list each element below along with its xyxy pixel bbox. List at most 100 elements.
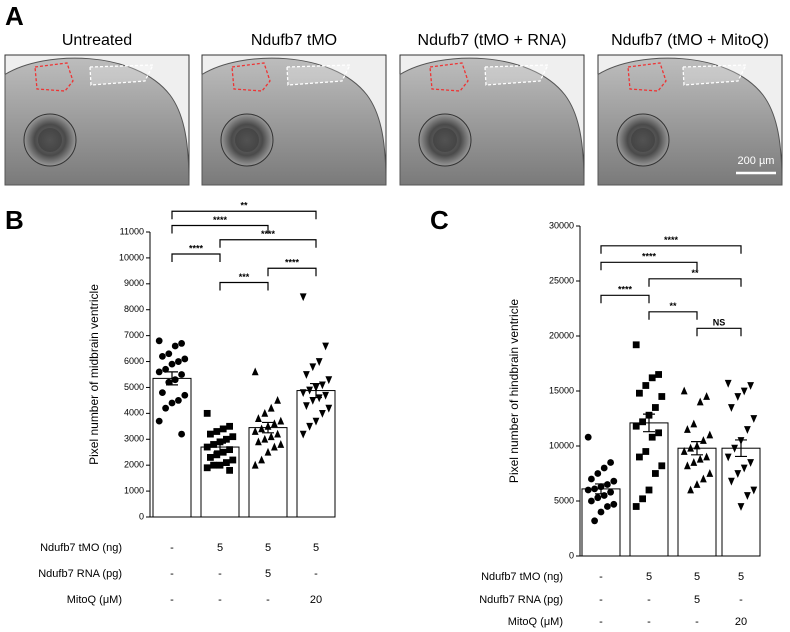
data-point <box>226 422 233 430</box>
data-point <box>693 480 701 488</box>
data-point <box>322 342 329 351</box>
data-point <box>171 342 179 350</box>
data-point <box>696 397 704 406</box>
data-point <box>639 495 646 503</box>
y-tick-label: 30000 <box>549 220 574 230</box>
data-point <box>696 454 704 463</box>
y-tick-label: 1000 <box>124 485 144 495</box>
embryo-image: Ndufb7 tMO <box>201 32 387 186</box>
midbrain-outline <box>34 62 74 92</box>
data-point <box>322 391 329 400</box>
data-point <box>584 486 592 494</box>
midbrain-outline <box>627 62 667 92</box>
data-point <box>588 475 595 483</box>
data-point <box>219 425 227 433</box>
sig-label: **** <box>189 243 204 253</box>
sig-bracket <box>267 267 317 277</box>
data-point <box>226 446 233 454</box>
data-point <box>597 483 605 491</box>
data-point <box>744 492 751 500</box>
data-point <box>162 404 170 412</box>
lens <box>38 128 62 152</box>
data-point <box>207 454 214 461</box>
data-point <box>645 411 653 419</box>
data-point <box>591 517 598 525</box>
y-tick-label: 10000 <box>549 440 574 450</box>
data-point <box>600 492 608 499</box>
condition-value: 5 <box>694 594 700 606</box>
condition-value: - <box>647 594 651 606</box>
data-point <box>261 434 269 443</box>
hindbrain-outline <box>89 64 155 86</box>
data-point <box>648 374 656 382</box>
data-point <box>312 417 320 426</box>
data-point <box>261 408 269 417</box>
data-point <box>747 382 754 390</box>
data-point <box>312 384 320 392</box>
data-point <box>687 485 694 494</box>
data-point <box>325 404 333 413</box>
y-tick-label: 4000 <box>124 408 144 418</box>
data-point <box>175 358 182 365</box>
panel-label: B <box>5 205 24 235</box>
y-tick-label: 0 <box>569 550 574 560</box>
data-point <box>165 350 173 358</box>
data-point <box>610 477 618 485</box>
data-point <box>655 429 662 437</box>
data-point <box>210 441 217 448</box>
sig-label: **** <box>285 258 300 268</box>
condition-value: 5 <box>265 542 271 554</box>
data-point <box>213 428 221 435</box>
lens <box>235 128 259 152</box>
data-point <box>588 497 595 505</box>
data-point <box>223 459 230 466</box>
data-point <box>740 464 748 473</box>
data-point <box>600 464 608 472</box>
condition-value: - <box>647 616 651 628</box>
lens <box>631 128 655 152</box>
data-point <box>597 508 605 516</box>
y-tick-label: 2000 <box>124 460 144 470</box>
sig-label: **** <box>213 215 228 225</box>
condition-value: - <box>170 568 174 580</box>
condition-value: 5 <box>265 568 271 580</box>
data-point <box>306 386 313 395</box>
data-point <box>728 404 735 412</box>
chart: C 0 5000 10000 15000 20000 25000 30000 Pixel num… <box>430 205 761 628</box>
image-title: Untreated <box>62 32 132 49</box>
embryo-image: Ndufb7 (tMO + MitoQ) 200 µm <box>597 32 783 186</box>
data-point <box>271 442 278 451</box>
data-point <box>632 503 640 510</box>
data-point <box>648 433 656 441</box>
condition-value: - <box>695 616 699 628</box>
data-point <box>155 337 163 345</box>
data-point <box>159 352 166 360</box>
data-point <box>744 426 751 434</box>
sig-bracket <box>600 294 650 304</box>
data-point <box>728 477 735 486</box>
sig-bracket <box>219 239 317 248</box>
data-point <box>737 503 745 511</box>
condition-value: 20 <box>735 616 747 628</box>
data-point <box>632 341 640 349</box>
data-point <box>229 456 237 464</box>
data-point <box>591 485 598 493</box>
data-point <box>740 387 748 396</box>
embryo-image: Untreated <box>4 32 190 186</box>
panel-label: A <box>5 1 24 31</box>
condition-value: - <box>599 571 603 583</box>
condition-value: - <box>218 568 222 580</box>
sig-bracket <box>600 261 698 271</box>
data-point <box>203 409 211 417</box>
y-tick-label: 8000 <box>124 304 144 314</box>
data-point <box>724 379 732 388</box>
data-point <box>700 474 707 483</box>
bar <box>152 377 192 518</box>
data-point <box>203 464 211 472</box>
sig-label: *** <box>239 272 250 282</box>
data-point <box>159 389 166 397</box>
data-point <box>219 448 227 456</box>
data-point <box>680 386 688 395</box>
data-point <box>594 494 602 502</box>
condition-value: - <box>739 594 743 606</box>
